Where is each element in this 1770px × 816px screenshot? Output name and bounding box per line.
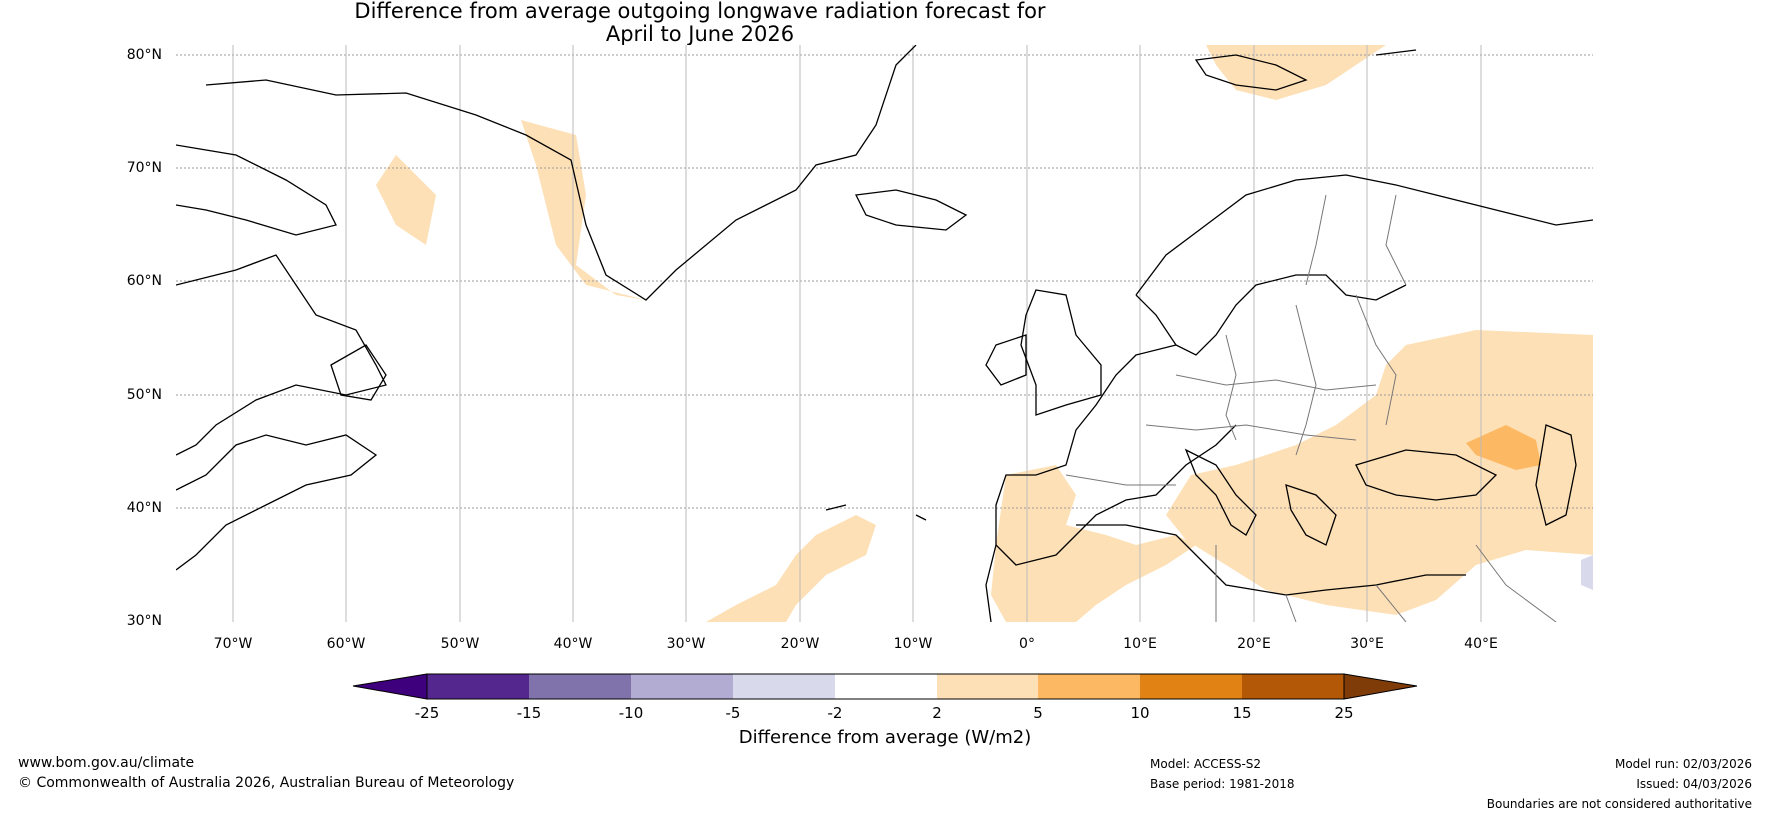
title-line-2: April to June 2026	[605, 22, 795, 46]
anomaly-positive-region-svalbard	[1206, 45, 1386, 100]
footer-issued: Issued: 04/03/2026	[1636, 777, 1752, 791]
coast-newfoundland	[330, 344, 387, 401]
coast-greece	[1285, 484, 1337, 546]
coast-azores-canary	[825, 49, 1417, 521]
lon-label-0: 0°	[1019, 636, 1035, 652]
colorbar-tick-2: 2	[932, 704, 942, 722]
lon-label-60w: 60°W	[326, 636, 366, 652]
lon-label-20e: 20°E	[1237, 636, 1271, 652]
footer-disclaimer: Boundaries are not considered authoritat…	[1486, 797, 1752, 811]
map-svg	[176, 45, 1593, 622]
coastlines	[176, 45, 1593, 622]
colorbar-extend-low	[352, 673, 428, 700]
footer-website: www.bom.gov.au/climate	[18, 755, 195, 771]
colorbar-label: Difference from average (W/m2)	[738, 727, 1032, 748]
lon-label-10e: 10°E	[1123, 636, 1157, 652]
lat-label-50n: 50°N	[126, 387, 162, 403]
lon-label-70w: 70°W	[213, 636, 253, 652]
coast-uk	[1020, 289, 1102, 416]
coast-baffin	[176, 144, 337, 236]
anomaly-fill	[376, 45, 1593, 622]
coast-svalbard	[1194, 54, 1308, 91]
coast-greenland	[205, 45, 917, 301]
colorbar-tick-neg25: -25	[414, 704, 440, 722]
coast-black-sea	[1355, 449, 1498, 501]
coast-caspian	[1535, 424, 1577, 526]
lat-label-40n: 40°N	[126, 500, 162, 516]
lat-label-60n: 60°N	[126, 273, 162, 289]
coast-mediterranean	[985, 524, 1466, 622]
coast-iceland	[855, 189, 968, 231]
anomaly-strong-region-caucasus	[1466, 425, 1541, 470]
lon-label-30w: 30°W	[666, 636, 706, 652]
colorbar-bin-1	[427, 674, 529, 699]
coast-labrador	[176, 254, 387, 456]
gridlines	[176, 45, 1593, 622]
anomaly-negative-region-small	[1581, 555, 1593, 590]
lon-label-50w: 50°W	[440, 636, 480, 652]
colorbar-tick-neg15: -15	[516, 704, 542, 722]
lat-label-30n: 30°N	[126, 613, 162, 629]
colorbar-tick-15: 15	[1232, 704, 1252, 722]
footer-model-run: Model run: 02/03/2026	[1614, 757, 1752, 771]
lon-label-30e: 30°E	[1350, 636, 1384, 652]
colorbar-bin-8	[1140, 674, 1242, 699]
lat-label-80n: 80°N	[126, 47, 162, 63]
lat-label-70n: 70°N	[126, 160, 162, 176]
colorbar-bin-3	[631, 674, 733, 699]
colorbar-tick-neg10: -10	[618, 704, 644, 722]
coast-scandinavia	[1135, 174, 1593, 296]
colorbar-bin-2	[529, 674, 631, 699]
colorbar-extend-high	[1343, 673, 1418, 700]
anomaly-positive-region-canada	[376, 155, 436, 245]
country-borders	[1065, 194, 1557, 622]
colorbar-tick-neg5: -5	[725, 704, 741, 722]
lon-label-40w: 40°W	[553, 636, 593, 652]
colorbar-tick-5: 5	[1033, 704, 1043, 722]
colorbar-tick-10: 10	[1130, 704, 1150, 722]
lon-label-10w: 10°W	[893, 636, 933, 652]
colorbar-bin-5	[835, 674, 937, 699]
colorbar-bin-7	[1038, 674, 1140, 699]
coast-italy	[1184, 448, 1257, 536]
coast-norway-south	[1135, 274, 1407, 356]
colorbar-tick-neg2: -2	[827, 704, 843, 722]
lon-label-20w: 20°W	[780, 636, 820, 652]
anomaly-positive-region-east	[1166, 330, 1593, 615]
anomaly-positive-region-iberia	[991, 465, 1196, 622]
coast-ireland	[985, 334, 1027, 386]
map-area	[176, 45, 1593, 622]
anomaly-positive-region-greenland	[521, 120, 646, 300]
colorbar-bin-9	[1242, 674, 1344, 699]
title-line-1: Difference from average outgoing longwav…	[354, 0, 1046, 23]
colorbar-tick-25: 25	[1334, 704, 1354, 722]
footer-copyright: © Commonwealth of Australia 2026, Austra…	[18, 775, 515, 791]
footer-base-period: Base period: 1981-2018	[1150, 777, 1295, 791]
anomaly-positive-region-atlantic	[706, 515, 876, 622]
colorbar-bin-4	[733, 674, 835, 699]
lon-label-40e: 40°E	[1464, 636, 1498, 652]
colorbar-bin-6	[937, 674, 1038, 699]
footer-model: Model: ACCESS-S2	[1150, 757, 1262, 771]
coast-canada-south	[176, 434, 378, 571]
